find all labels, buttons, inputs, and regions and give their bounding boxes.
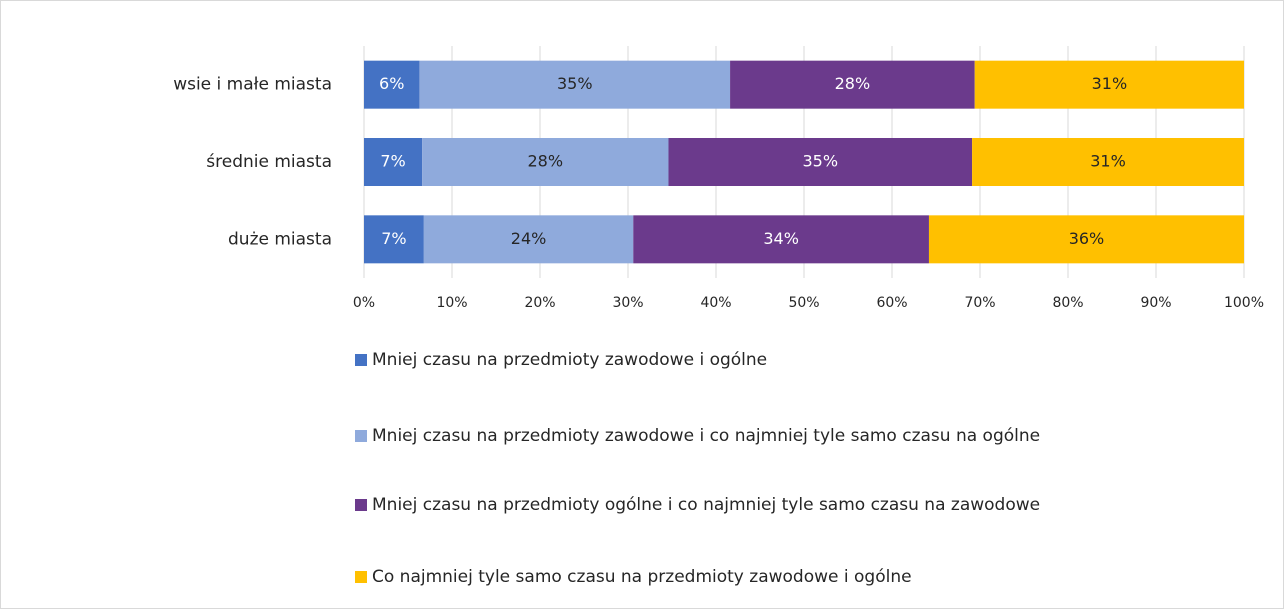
bar-segment — [668, 138, 973, 186]
x-tick-label: 100% — [1224, 295, 1264, 311]
category-label: wsie i małe miasta — [173, 75, 332, 95]
x-tick-label: 80% — [1052, 295, 1083, 311]
x-tick-label: 0% — [353, 295, 375, 311]
bar-segment — [972, 138, 1244, 186]
data-label: 35% — [557, 74, 593, 93]
data-label: 6% — [379, 74, 404, 93]
bar-segment — [419, 60, 731, 109]
data-label: 7% — [381, 229, 406, 248]
data-label: 35% — [802, 152, 838, 171]
legend-label: Mniej czasu na przedmioty zawodowe i ogó… — [372, 350, 767, 370]
x-tick-label: 30% — [612, 295, 643, 311]
x-tick-label: 60% — [876, 295, 907, 311]
x-tick-label: 20% — [524, 295, 555, 311]
legend-swatch — [355, 571, 367, 583]
legend-label: Co najmniej tyle samo czasu na przedmiot… — [372, 567, 912, 587]
x-tick-label: 40% — [700, 295, 731, 311]
legend-swatch — [355, 430, 367, 442]
bar-segment — [423, 215, 634, 264]
x-tick-label: 10% — [436, 295, 467, 311]
x-tick-label: 70% — [964, 295, 995, 311]
legend-swatch — [355, 354, 367, 366]
category-label: duże miasta — [228, 229, 332, 249]
legend-label: Mniej czasu na przedmioty zawodowe i co … — [372, 426, 1040, 446]
data-label: 31% — [1090, 152, 1126, 171]
data-label: 7% — [380, 152, 405, 171]
category-label: średnie miasta — [206, 152, 332, 172]
bar-segment — [364, 215, 424, 264]
bar-segment — [364, 138, 423, 186]
bar-segment — [633, 215, 929, 264]
x-tick-label: 50% — [788, 295, 819, 311]
bar-segment — [730, 60, 975, 109]
data-label: 36% — [1069, 229, 1105, 248]
bar-segment — [928, 215, 1244, 264]
data-label: 28% — [835, 74, 871, 93]
data-label: 31% — [1092, 74, 1128, 93]
bar-segment — [422, 138, 669, 186]
bar-segment — [364, 60, 420, 109]
x-tick-label: 90% — [1140, 295, 1171, 311]
legend-label: Mniej czasu na przedmioty ogólne i co na… — [372, 495, 1040, 515]
data-label: 34% — [763, 229, 799, 248]
data-label: 24% — [511, 229, 547, 248]
legend-swatch — [355, 499, 367, 511]
data-label: 28% — [527, 152, 563, 171]
bar-segment — [974, 60, 1244, 109]
